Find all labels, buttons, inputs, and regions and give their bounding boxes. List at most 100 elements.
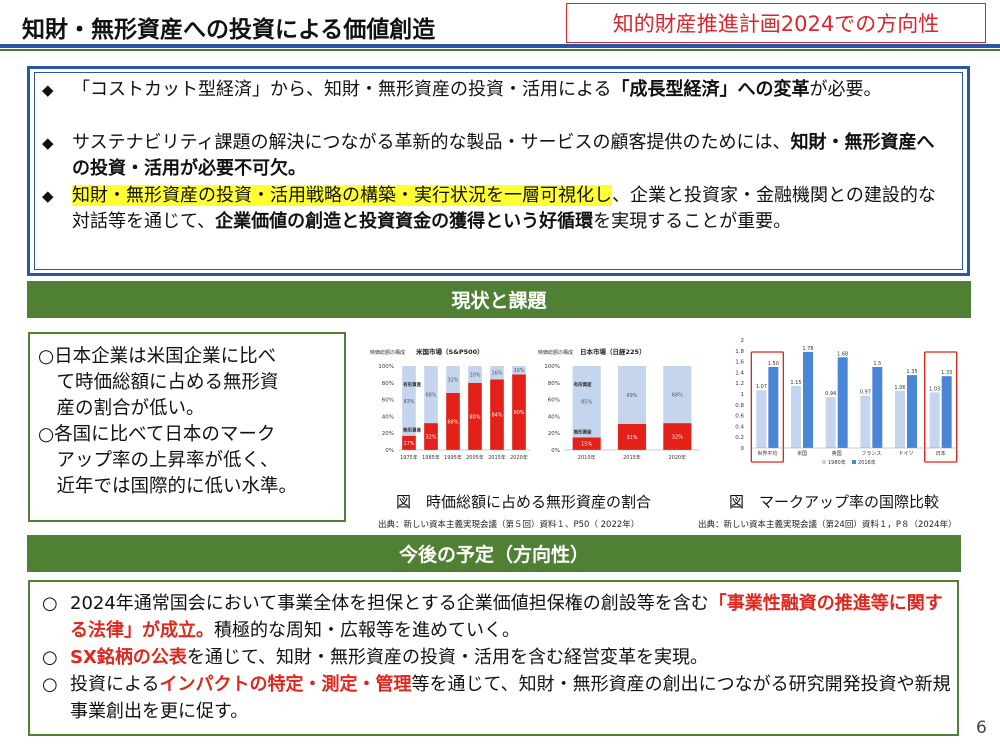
summary-text: 「コストカット型経済」から、知財・無形資産の投資・活用による [72,79,612,100]
figure2-caption: 図 マークアップ率の国際比較 [729,493,940,511]
summary-item: ◆ 知財・無形資産の投資・活用戦略の構築・実行状況を一層可視化し、企業と投資家・… [42,183,942,235]
bar-tangible [446,366,460,393]
y-tick-label: 20% [548,431,560,437]
bar-2016 [768,367,779,448]
x-tick-label: 1975年 [400,454,418,461]
summary-item: ◆ 「コストカット型経済」から、知財・無形資産の投資・活用による「成長型経済」へ… [42,77,942,103]
y-tick-label: 80% [382,381,394,387]
bar-2016 [907,375,917,448]
bar-label-intangible: 17% [403,441,414,447]
x-tick-label: 2010年 [578,454,596,461]
bar-label-intangible: 15% [581,442,592,448]
bar-label-intangible: 84% [491,413,502,419]
y-tick-label: 0.2 [735,435,744,441]
y-tick-label: 0 [741,446,745,452]
current-status-box: ○日本企業は米国企業に比べ て時価総額に占める無形資 産の割合が低い。 ○各国に… [28,332,346,522]
y-tick-label: 1.8 [735,349,744,355]
y-tick-label: 40% [548,414,560,420]
y-tick-label: 60% [382,398,394,404]
bar-label-intangible: 32% [672,435,683,441]
legend-swatch-1980 [822,460,826,464]
y-tick-label: 0.8 [735,403,744,409]
y-tick-label: 40% [382,414,394,420]
value-label-1980: 1.03 [929,386,940,392]
summary-emphasis: 「成長型経済」への変革 [611,79,810,100]
summary-text: が必要。 [809,79,882,100]
summary-emphasis: 企業価値の創造と投資資金の獲得という好循環 [215,211,594,232]
status-line: て時価総額に占める無形資 [38,372,279,393]
y-tick-label: 100% [544,364,560,370]
future-text: 2024年通常国会において事業全体を担保とする企業価値担保権の創設等を含む [70,593,709,614]
value-label-2016: 1.78 [802,346,813,352]
bar-tangible [512,366,526,375]
legend-swatch-2016 [852,460,856,464]
x-tick-label: 英国 [832,450,842,457]
x-tick-label: 1985年 [422,454,440,461]
bar-label-tangible: 10% [513,368,524,374]
bar-2016 [837,357,848,448]
bar-1980 [895,390,905,448]
value-label-2016: 1.33 [941,370,952,376]
bar-label-intangible: 80% [469,414,480,420]
legend-tangible: 有形資産 [403,381,421,388]
legend-tangible: 有形資産 [574,381,592,388]
value-label-2016: 1.50 [768,361,779,367]
y-tick-label: 1.2 [735,381,744,387]
summary-text: サステナビリティ課題の解決につながる革新的な製品・サービスの顧客提供のためには、 [72,132,791,153]
summary-text: を実現することが重要。 [593,211,792,232]
value-label-1980: 0.97 [860,390,871,396]
section-bar-current: 現状と課題 [27,281,971,318]
chart-side-label: 時価総額の構成 [370,349,405,356]
bar-intangible [446,392,460,450]
bar-intangible [468,382,482,450]
future-item: ○ SX銘柄の公表を通じて、知財・無形資産の投資・活用を含む経営変革を実現。 [42,644,952,671]
bar-label-tangible: 68% [672,393,683,399]
diamond-bullet-icon: ◆ [42,134,54,152]
future-item: ○ 2024年通常国会において事業全体を担保とする企業価値担保権の創設等を含む「… [42,590,952,644]
bar-label-tangible: 16% [491,371,502,377]
future-emphasis: インパクトの特定・測定・管理 [159,674,412,695]
bar-label-intangible: 68% [447,419,458,425]
x-tick-label: 1995年 [444,454,462,461]
legend-label-1980: 1980年 [828,459,846,466]
summary-highlight: 知財・無形資産の投資・活用戦略の構築・実行状況を一層可視化し [72,185,612,206]
status-line: 近年では国際的に低い水準。 [38,476,298,497]
figure1-source: 出典：新しい資本主義実現会議（第５回）資料１、P50（ 2022年） [378,520,640,530]
y-tick-label: 100% [378,364,394,370]
future-item: ○ 投資によるインパクトの特定・測定・管理等を通じて、知財・無形資産の創出につな… [42,671,952,725]
chart-markup-ratio: 0 0.2 0.4 0.6 0.8 1 1.2 1.4 1.6 1.8 2 1.07 1.50 世界平均 1… [735,338,958,466]
y-tick-label: 60% [548,398,560,404]
summary-text: 、企業と投資家・金融機関との建設的な対話等を通じて、 [72,185,936,232]
circle-bullet-icon: ○ [42,647,58,668]
y-tick-label: 0% [551,448,560,454]
y-tick-label: 0.4 [735,424,744,430]
bar-intangible [512,374,526,450]
y-tick-label: 1 [741,392,745,398]
future-text: 投資による [70,674,160,695]
future-plan-box: ○ 2024年通常国会において事業全体を担保とする企業価値担保権の創設等を含む「… [28,580,959,736]
bar-label-tangible: 20% [469,372,480,378]
x-tick-label: 2005年 [466,454,484,461]
legend-intangible: 無形資産 [403,427,421,434]
value-label-2016: 1.68 [837,351,848,357]
status-line: ○各国に比べて日本のマーク [38,424,276,445]
bar-intangible [490,379,504,450]
bar-1980 [791,385,801,448]
x-tick-label: 2015年 [623,454,641,461]
bar-1980 [929,392,940,448]
figure1-caption: 図 時価総額に占める無形資産の割合 [396,493,652,511]
summary-box: ◆ 「コストカット型経済」から、知財・無形資産の投資・活用による「成長型経済」へ… [27,66,970,276]
y-tick-label: 1.6 [735,360,744,366]
x-tick-label: 世界平均 [757,450,777,457]
chart-us-intangible-share: 時価総額の構成 米国市場（S&P500） 0% 20% 40% 60% 80% 100% 83%… [370,347,530,461]
y-tick-label: 20% [382,431,394,437]
circle-bullet-icon: ○ [42,593,58,614]
x-tick-label: 2020年 [668,454,686,461]
highlight-box [924,351,958,463]
value-label-1980: 1.15 [790,380,801,386]
bar-tangible [468,366,482,383]
title-rule-blue [0,44,1000,48]
value-label-1980: 0.94 [825,391,836,397]
highlight-box [750,351,784,463]
y-tick-label: 2 [741,338,745,344]
